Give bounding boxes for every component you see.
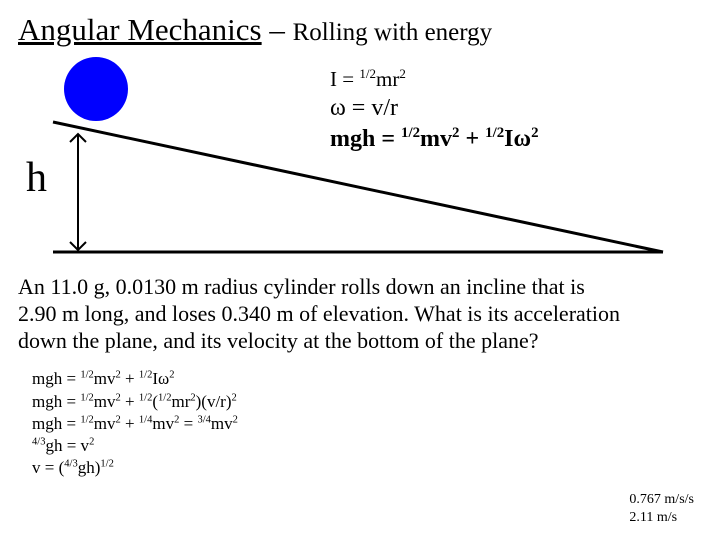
d1s2: 2 [169, 370, 174, 381]
f3-bf: 1/2 [485, 125, 504, 141]
title-main: Angular Mechanics [18, 12, 262, 47]
d3e: = [179, 414, 197, 433]
d4f1: 4/3 [32, 436, 45, 447]
d2f: )(v/r) [196, 392, 232, 411]
d5a: v = ( [32, 458, 64, 477]
d2a: mgh = [32, 392, 80, 411]
incline-diagram: h I = 1/2mr2 ω = v/r mgh = 1/2mv2 + 1/2I… [18, 54, 678, 264]
f1-frac: 1/2 [359, 66, 376, 81]
d2f1: 1/2 [80, 392, 93, 403]
d3a: mgh = [32, 414, 80, 433]
f1-post: mr [376, 67, 399, 91]
f1-pre: I = [330, 67, 359, 91]
d3f2: 1/4 [139, 414, 152, 425]
title-sub: Rolling with energy [293, 19, 493, 46]
d2e: mr [171, 392, 190, 411]
d2b: mv [94, 392, 116, 411]
d5b: gh) [78, 458, 101, 477]
d5s1: 1/2 [100, 458, 113, 469]
d2f2: 1/2 [139, 392, 152, 403]
f3-bs: 2 [531, 125, 538, 141]
d5f1: 4/3 [64, 458, 77, 469]
f3-bm: Iω [504, 126, 531, 152]
ball [64, 57, 128, 121]
deriv-line-1: mgh = 1/2mv2 + 1/2Iω2 [32, 368, 702, 390]
deriv-line-2: mgh = 1/2mv2 + 1/2(1/2mr2)(v/r)2 [32, 391, 702, 413]
d4a: gh = v [45, 436, 89, 455]
f3-am: mv [420, 126, 452, 152]
problem-line-3: down the plane, and its velocity at the … [18, 328, 702, 355]
answers-block: 0.767 m/s/s 2.11 m/s [629, 491, 694, 526]
d1a: mgh = [32, 369, 80, 388]
f3-pre: mgh = [330, 126, 401, 152]
problem-text: An 11.0 g, 0.0130 m radius cylinder roll… [18, 274, 702, 354]
deriv-line-3: mgh = 1/2mv2 + 1/4mv2 = 3/4mv2 [32, 413, 702, 435]
d2c: + [121, 392, 139, 411]
d3c: + [121, 414, 139, 433]
formula-energy: mgh = 1/2mv2 + 1/2Iω2 [330, 124, 539, 155]
formula-moment-of-inertia: I = 1/2mr2 [330, 66, 539, 93]
page-title: Angular Mechanics – Rolling with energy [18, 12, 702, 48]
d3d: mv [152, 414, 174, 433]
d3s3: 2 [233, 414, 238, 425]
d2s3: 2 [232, 392, 237, 403]
d3b: mv [94, 414, 116, 433]
d3f1: 1/2 [80, 414, 93, 425]
d1c: + [121, 369, 139, 388]
deriv-line-4: 4/3gh = v2 [32, 435, 702, 457]
problem-line-2: 2.90 m long, and loses 0.340 m of elevat… [18, 301, 702, 328]
f3-plus: + [459, 126, 485, 152]
d1f2: 1/2 [139, 370, 152, 381]
f3-af: 1/2 [401, 125, 420, 141]
d3f3: 3/4 [197, 414, 210, 425]
problem-line-1: An 11.0 g, 0.0130 m radius cylinder roll… [18, 274, 702, 301]
derivation-block: mgh = 1/2mv2 + 1/2Iω2 mgh = 1/2mv2 + 1/2… [32, 368, 702, 478]
deriv-line-5: v = (4/3gh)1/2 [32, 457, 702, 479]
h-label: h [26, 154, 47, 202]
answer-acceleration: 0.767 m/s/s [629, 491, 694, 509]
formulas-block: I = 1/2mr2 ω = v/r mgh = 1/2mv2 + 1/2Iω2 [330, 66, 539, 156]
formula-omega: ω = v/r [330, 93, 539, 124]
title-sep: – [262, 12, 293, 47]
d2f3: 1/2 [158, 392, 171, 403]
d1b: mv [94, 369, 116, 388]
f1-sup: 2 [399, 66, 406, 81]
d4s1: 2 [89, 436, 94, 447]
d1f1: 1/2 [80, 370, 93, 381]
d3f: mv [211, 414, 233, 433]
d1d: Iω [152, 369, 169, 388]
answer-velocity: 2.11 m/s [629, 509, 694, 527]
